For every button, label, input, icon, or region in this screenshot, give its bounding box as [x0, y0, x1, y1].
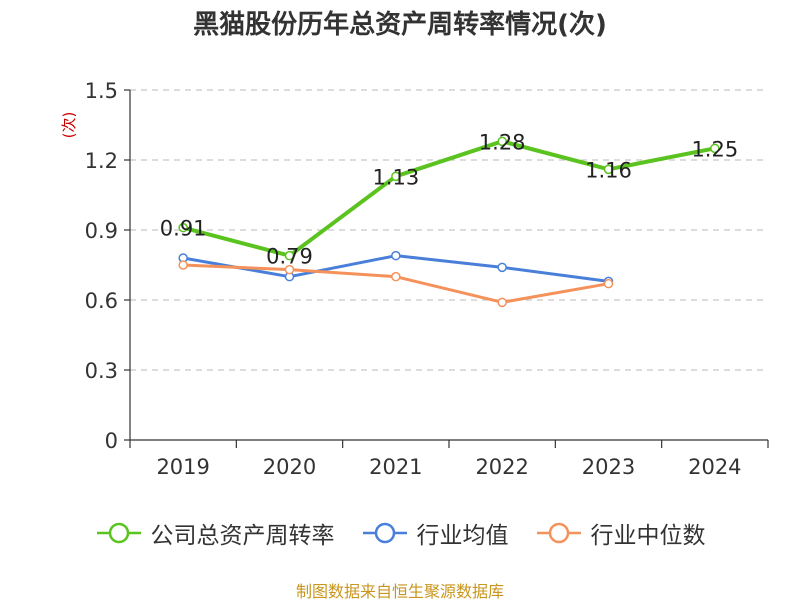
data-label: 1.13	[372, 165, 419, 189]
data-point	[603, 278, 614, 289]
data-label: 1.28	[479, 130, 526, 154]
data-point	[391, 271, 401, 282]
data-point	[391, 171, 401, 182]
legend: 公司总资产周转率 行业均值 行业中位数	[0, 516, 800, 550]
legend-item-company[interactable]: 公司总资产周转率	[95, 516, 335, 550]
chart-title: 黑猫股份历年总资产周转率情况(次)	[193, 10, 607, 40]
data-point	[178, 260, 188, 270]
legend-label-industry-median: 行业中位数	[590, 523, 706, 549]
legend-item-industry-median[interactable]: 行业中位数	[535, 516, 706, 550]
x-tick-label: 2020	[263, 455, 316, 479]
data-point	[178, 222, 188, 233]
data-point	[391, 250, 401, 261]
x-tick-label: 2023	[582, 455, 635, 479]
y-tick-label: 0.9	[85, 219, 118, 243]
legend-label-industry-mean: 行业均值	[416, 523, 509, 549]
y-tick-label: 0.3	[85, 359, 118, 383]
source-note: 制图数据来自恒生聚源数据库	[295, 582, 504, 601]
data-label: 1.25	[691, 137, 738, 161]
data-point	[497, 297, 507, 308]
data-label: 0.91	[160, 217, 207, 241]
legend-item-industry-mean[interactable]: 行业均值	[361, 516, 509, 550]
data-point	[497, 136, 507, 147]
legend-swatch-industry-median	[536, 522, 581, 544]
y-axis-label: (次)	[60, 112, 78, 139]
y-tick-label: 1.2	[85, 149, 118, 173]
y-tick-label: 0.6	[85, 289, 118, 313]
y-tick-label: 1.5	[85, 79, 118, 103]
legend-swatch-company	[96, 522, 141, 544]
y-tick-label: 0	[105, 429, 118, 453]
legend-label-company: 公司总资产周转率	[150, 523, 335, 549]
x-tick-label: 2024	[688, 455, 741, 479]
x-tick-label: 2022	[475, 455, 528, 479]
series-line	[182, 139, 716, 258]
data-point	[284, 264, 295, 275]
data-point	[603, 164, 614, 175]
data-label: 0.79	[266, 245, 313, 269]
data-point	[710, 143, 720, 154]
data-point	[497, 262, 507, 273]
data-label: 1.16	[585, 158, 632, 182]
legend-swatch-industry-mean	[362, 522, 407, 544]
x-tick-label: 2019	[156, 455, 209, 479]
data-point	[284, 250, 295, 261]
x-tick-label: 2021	[369, 455, 422, 479]
